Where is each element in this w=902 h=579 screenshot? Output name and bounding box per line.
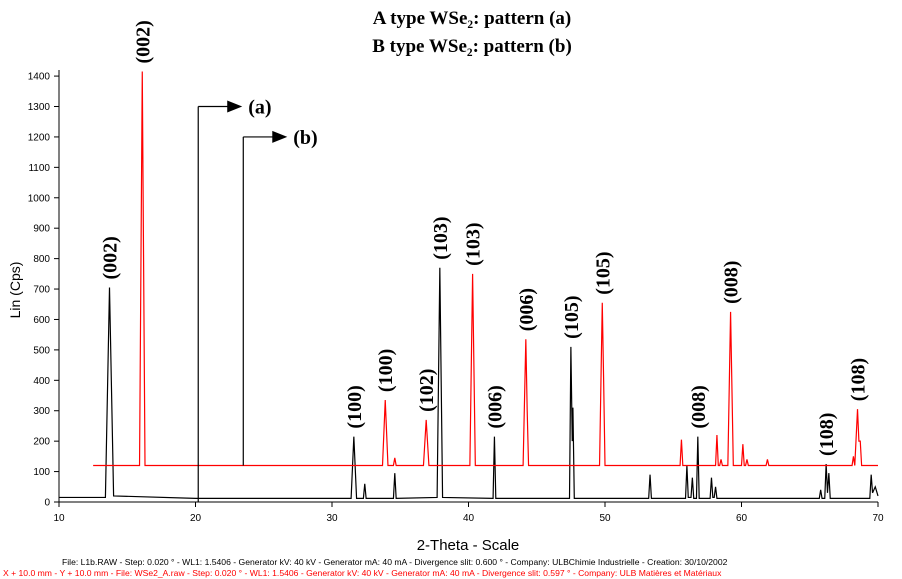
chart-title: A type WSe₂: pattern (a) <box>373 8 572 29</box>
data-line <box>93 71 878 467</box>
peak-label: (006) <box>484 385 506 428</box>
peak-label: (105) <box>561 296 583 339</box>
footnote: X + 10.0 mm - Y + 10.0 mm - File: WSe2_A… <box>3 568 722 578</box>
footnote: File: L1b.RAW - Step: 0.020 ° - WL1: 1.5… <box>62 557 728 567</box>
peak-label: (103) <box>430 216 452 259</box>
y-tick-label: 0 <box>44 498 50 509</box>
y-axis-label: Lin (Cps) <box>7 262 23 319</box>
chart-subtitle: B type WSe₂: pattern (b) <box>372 36 572 57</box>
y-tick-label: 700 <box>33 285 50 296</box>
y-tick-label: 400 <box>33 376 50 387</box>
arrow-head <box>227 100 243 113</box>
y-tick-label: 600 <box>33 315 50 326</box>
x-tick-label: 70 <box>872 513 884 524</box>
x-tick-label: 20 <box>190 513 202 524</box>
y-tick-label: 800 <box>33 254 50 265</box>
peak-label: (100) <box>344 385 366 428</box>
x-tick-label: 60 <box>736 513 748 524</box>
y-tick-label: 1300 <box>28 102 51 113</box>
arrow-label: (b) <box>293 127 317 149</box>
y-tick-label: 900 <box>33 224 50 235</box>
y-tick-label: 1400 <box>28 72 51 83</box>
peak-label: (108) <box>848 358 870 401</box>
x-tick-label: 10 <box>53 513 65 524</box>
peak-label: (105) <box>592 251 614 294</box>
x-tick-label: 50 <box>599 513 611 524</box>
peak-label: (002) <box>100 236 122 279</box>
x-tick-label: 40 <box>463 513 475 524</box>
peak-label: (108) <box>816 413 838 456</box>
peak-label: (102) <box>416 369 438 412</box>
peak-label: (006) <box>516 288 538 331</box>
y-tick-label: 1100 <box>28 163 50 174</box>
peak-label: (002) <box>132 20 154 63</box>
arrow-head <box>272 130 288 143</box>
peak-label: (008) <box>721 261 743 304</box>
data-line <box>59 267 879 499</box>
arrow-label: (a) <box>248 97 271 119</box>
y-tick-label: 300 <box>33 406 50 417</box>
peak-label: (008) <box>688 385 710 428</box>
y-tick-label: 200 <box>33 437 50 448</box>
peak-label: (103) <box>463 223 485 266</box>
x-tick-label: 30 <box>326 513 338 524</box>
y-tick-label: 100 <box>33 467 50 478</box>
peak-label: (100) <box>375 349 397 392</box>
y-tick-label: 500 <box>33 345 50 356</box>
x-axis-label: 2-Theta - Scale <box>417 537 520 554</box>
y-tick-label: 1200 <box>28 132 51 143</box>
y-tick-label: 1000 <box>28 193 51 204</box>
